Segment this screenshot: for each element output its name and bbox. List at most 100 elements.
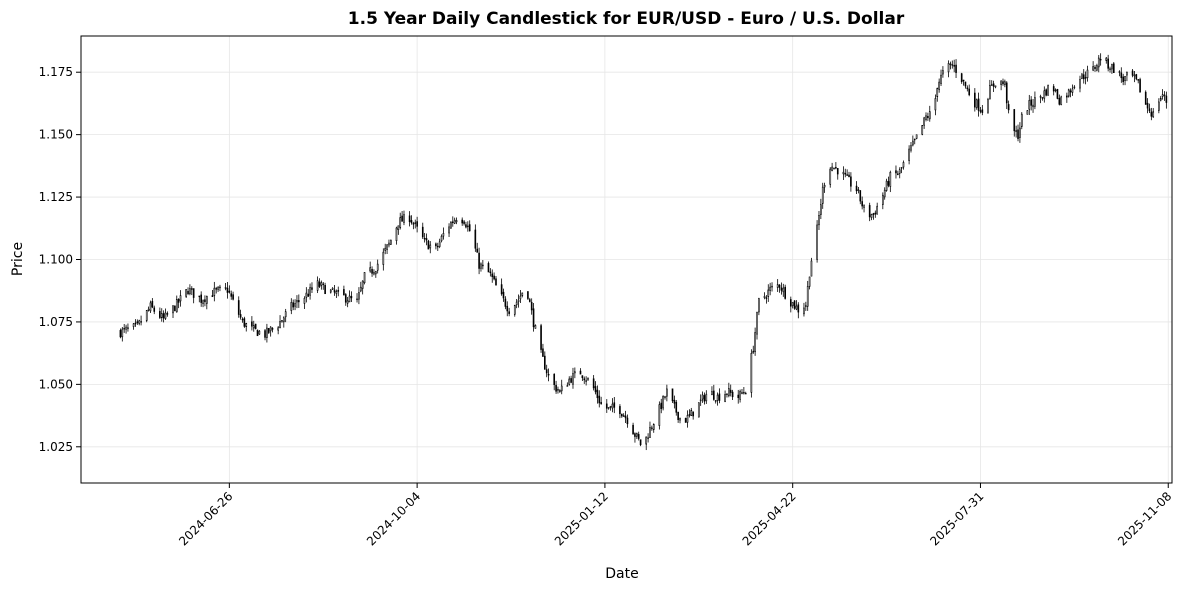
candle-body [1135, 74, 1138, 80]
candle-body [423, 237, 426, 240]
candle-body [927, 115, 929, 118]
candle [279, 315, 281, 329]
candle [836, 167, 839, 180]
candle-body [427, 240, 430, 250]
candle [620, 413, 623, 418]
candle [123, 323, 126, 333]
candle [611, 398, 614, 413]
candle [1158, 98, 1160, 114]
candle-body [219, 286, 221, 289]
candle [284, 308, 287, 323]
candle [713, 384, 715, 401]
candle-body [138, 320, 141, 324]
candle-body [305, 292, 308, 298]
candle-body [752, 350, 755, 354]
candle-body [1094, 66, 1096, 69]
candle-body [1082, 74, 1085, 80]
candle-body [403, 214, 405, 223]
candle-body [468, 224, 471, 232]
candle-body [560, 385, 563, 392]
candle [438, 238, 441, 249]
candle [872, 212, 875, 220]
candle-body [239, 314, 242, 318]
candle-body [189, 288, 191, 295]
candle-body [574, 371, 576, 374]
candle-body [545, 369, 548, 374]
candle-body [857, 189, 860, 191]
candle [1081, 73, 1083, 80]
candle-body [818, 215, 820, 226]
candle [718, 388, 721, 404]
candle [925, 112, 927, 122]
candle-body [495, 278, 497, 286]
candle [1067, 88, 1070, 98]
candle [632, 422, 634, 435]
candle-body [547, 373, 550, 376]
candle-body [410, 220, 413, 223]
candle-body [928, 111, 931, 120]
candle [309, 283, 311, 300]
candle-body [739, 390, 741, 400]
candle [910, 142, 912, 153]
candle-body [465, 224, 467, 228]
candle-body [127, 327, 129, 330]
candle-body [1122, 76, 1124, 83]
candle [382, 248, 385, 271]
candle-body [898, 169, 901, 174]
candle [666, 384, 668, 402]
candle-body [908, 148, 910, 161]
candle-body [151, 300, 154, 308]
candle [202, 299, 204, 308]
candle-body [1150, 111, 1153, 117]
candle-body [322, 283, 325, 286]
candle-body [320, 282, 323, 286]
candle [1133, 70, 1136, 83]
candle-body [758, 298, 760, 313]
candle-body [651, 427, 653, 430]
candle [369, 261, 371, 273]
candle-body [836, 168, 839, 175]
candle [780, 282, 783, 295]
candle [1000, 80, 1002, 91]
candle [859, 190, 862, 205]
candle-body [666, 388, 668, 397]
candle [975, 98, 978, 110]
candle-body [519, 295, 522, 300]
candle-body [966, 87, 969, 90]
candle-body [532, 308, 535, 328]
candle-body [267, 328, 270, 333]
candle-body [448, 226, 450, 234]
candle-body [992, 83, 995, 87]
candle [540, 323, 542, 353]
candle [192, 288, 195, 304]
candle-body [823, 184, 826, 188]
candle-body [256, 329, 259, 337]
candle [711, 386, 713, 396]
candle-body [581, 375, 584, 379]
candle-body [872, 213, 875, 215]
candle [1159, 95, 1162, 102]
candle [1032, 99, 1034, 113]
candle [833, 167, 835, 170]
candle [329, 288, 332, 294]
candle [1004, 79, 1006, 88]
candle-body [842, 171, 845, 175]
candle-body [401, 215, 403, 222]
candle-body [369, 267, 371, 272]
candle [1112, 61, 1115, 74]
candle-body [159, 311, 161, 318]
candle [739, 389, 741, 403]
candle-body [243, 318, 246, 327]
candle [613, 396, 616, 414]
candle [1165, 91, 1168, 109]
candle-body [1165, 95, 1168, 103]
candle-body [938, 81, 940, 90]
candle [388, 239, 390, 248]
candle-body [463, 221, 465, 224]
candle [647, 433, 649, 443]
candle [453, 217, 456, 225]
candle [581, 375, 584, 381]
candle-body [900, 167, 903, 169]
candle [741, 388, 743, 395]
candle-body [277, 327, 279, 331]
